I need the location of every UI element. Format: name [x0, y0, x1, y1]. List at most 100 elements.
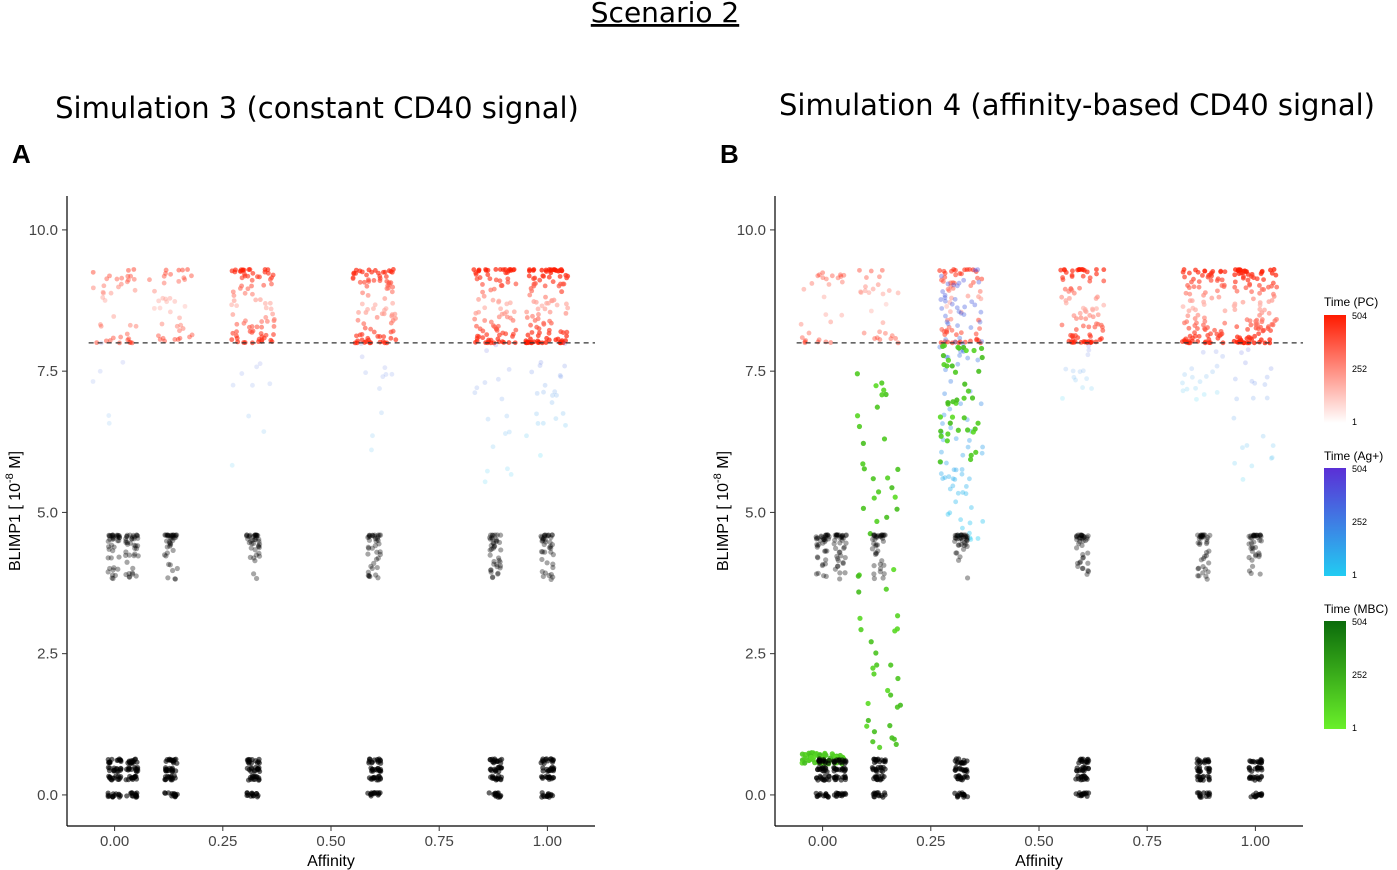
- panel-b-point-non-output: [813, 536, 820, 542]
- panel-a-point-non-output: [498, 774, 505, 780]
- panel-b-point-pc: [823, 312, 829, 318]
- panel-b-point-pc: [947, 309, 953, 315]
- panel-b-point-non-output: [1198, 557, 1204, 563]
- panel-a-point-non-output: [123, 549, 129, 555]
- panel-b-point-non-output: [1074, 560, 1081, 566]
- panel-a-point-pc: [554, 302, 560, 308]
- panel-a-point-non-output: [538, 533, 544, 539]
- panel-b-point-non-output: [869, 764, 875, 771]
- panel-a-ylabel: BLIMP1 [ 10-8 M]: [4, 451, 24, 571]
- panel-b-point-non-output: [835, 557, 841, 564]
- panel-b-point-pc: [1256, 326, 1261, 332]
- panel-b-point-ag-plus: [958, 401, 964, 407]
- panel-b-point-non-output: [825, 794, 831, 800]
- panel-a-point-non-output: [544, 560, 550, 566]
- panel-b-point-ag-plus: [947, 486, 953, 492]
- panel-a-point-pc: [502, 311, 507, 317]
- panel-b-point-non-output: [954, 536, 960, 542]
- panel-b-point-pc: [835, 275, 841, 281]
- panel-a-point-pc: [524, 309, 530, 315]
- panel-b-point-pc: [1196, 284, 1202, 290]
- panel-a-point-non-output: [368, 563, 374, 569]
- panel-a-point-non-output: [168, 533, 175, 539]
- panel-a-point-non-output: [246, 533, 252, 540]
- panel-a-point-non-output: [106, 544, 112, 550]
- panel-b-point-non-output: [1080, 565, 1086, 571]
- panel-a-point-non-output: [539, 774, 546, 780]
- panel-b-point-non-output: [1078, 533, 1084, 539]
- panel-b-point-non-output: [1079, 532, 1085, 538]
- panel-b-point-non-output: [1200, 777, 1206, 783]
- panel-b-ytick-label: 10.0: [737, 222, 766, 239]
- panel-b-point-non-output: [1079, 565, 1086, 572]
- panel-b-point-pc: [820, 275, 826, 281]
- panel-a-point-pc: [543, 267, 549, 273]
- panel-b-point-non-output: [872, 756, 879, 763]
- panel-a-point-pc: [234, 321, 240, 327]
- panel-a-point-non-output: [255, 766, 261, 772]
- panel-a-point-pc: [229, 337, 235, 343]
- panel-b-point-mbc: [895, 675, 901, 682]
- panel-b-point-ag-plus: [943, 313, 948, 319]
- panel-a-point-pc: [163, 296, 168, 302]
- panel-a-point-pc: [231, 298, 237, 304]
- panel-b-point-ag-plus: [957, 353, 963, 358]
- panel-b-point-pc: [1253, 318, 1259, 324]
- panel-a-point-non-output: [245, 757, 251, 764]
- panel-b-title: Simulation 4 (affinity-based CD40 signal…: [779, 88, 1375, 122]
- panel-b-point-pc: [1271, 267, 1277, 272]
- panel-b-point-pc: [1248, 322, 1254, 328]
- panel-b-point-non-output: [1258, 533, 1264, 540]
- panel-b-point-mbc: [969, 395, 976, 401]
- panel-b-point-non-output: [822, 777, 828, 783]
- panel-a-point-non-output: [132, 551, 138, 557]
- panel-a-point-pc: [270, 311, 276, 317]
- panel-a-point-ag-plus: [535, 421, 541, 426]
- panel-b-point-pc: [886, 288, 892, 293]
- panel-b-point-pc: [1251, 340, 1257, 346]
- panel-b-point-non-output: [964, 766, 970, 773]
- panel-a-point-pc: [563, 310, 569, 316]
- panel-a-point-pc: [156, 298, 162, 304]
- panel-b-point-ag-plus: [1086, 343, 1092, 349]
- panel-b-point-non-output: [957, 532, 964, 538]
- panel-b-point-non-output: [1077, 538, 1083, 545]
- panel-b-point-non-output: [1200, 563, 1206, 570]
- panel-b-point-non-output: [1201, 532, 1207, 538]
- panel-a-point-non-output: [376, 532, 382, 538]
- panel-a-point-pc: [381, 334, 387, 340]
- panel-a-point-non-output: [372, 543, 379, 549]
- panel-a-point-non-output: [494, 538, 500, 544]
- panel-a-point-pc: [131, 276, 137, 282]
- panel-a-point-pc: [505, 279, 511, 285]
- panel-b-point-mbc: [868, 639, 874, 645]
- panel-a-point-pc: [506, 340, 512, 345]
- panel-a-point-non-output: [129, 535, 135, 542]
- panel-b-point-pc: [1070, 268, 1075, 274]
- panel-b-point-pc: [828, 319, 834, 325]
- panel-b-point-pc: [806, 330, 812, 336]
- panel-a-point-non-output: [108, 532, 114, 539]
- panel-a-point-non-output: [130, 565, 136, 571]
- panel-b-point-pc: [888, 336, 894, 342]
- panel-b-point-ag-plus: [939, 306, 945, 311]
- panel-a-point-non-output: [255, 532, 261, 539]
- panel-a-point-ag-plus: [239, 371, 245, 376]
- panel-b-point-ag-plus: [943, 367, 948, 373]
- panel-a-point-pc: [497, 278, 503, 284]
- panel-a-point-non-output: [135, 543, 141, 549]
- panel-b-point-ag-plus: [1210, 369, 1215, 375]
- panel-a-point-non-output: [111, 544, 117, 550]
- panel-a-point-non-output: [162, 532, 169, 538]
- panel-a-point-ag-plus: [505, 466, 510, 472]
- panel-b-point-pc: [861, 330, 867, 336]
- panel-a-point-non-output: [167, 540, 174, 547]
- panel-b-point-mbc: [893, 741, 899, 747]
- panel-b-point-pc: [962, 339, 968, 345]
- panel-b-point-non-output: [1076, 541, 1082, 547]
- panel-b-point-non-output: [832, 532, 838, 538]
- panel-a-point-pc: [511, 309, 517, 315]
- panel-b-point-pc: [880, 320, 886, 326]
- panel-b-point-ag-plus: [967, 530, 972, 536]
- panel-a-point-non-output: [110, 548, 116, 554]
